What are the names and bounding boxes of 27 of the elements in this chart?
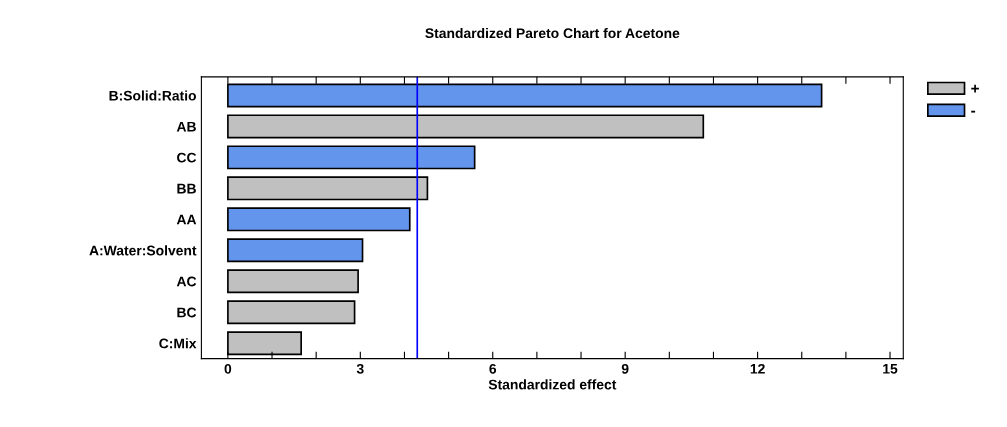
y-tick-label: BB (177, 183, 196, 194)
x-tick-label: 12 (750, 363, 765, 374)
bar (227, 300, 356, 325)
y-tick-label: AB (176, 121, 196, 132)
x-tick-label: 9 (621, 363, 629, 374)
bar (227, 269, 359, 294)
bar (227, 145, 476, 170)
y-tick-label: BC (177, 307, 197, 318)
chart-title: Standardized Pareto Chart for Acetone (425, 27, 680, 39)
bar (227, 114, 705, 139)
y-tick-label: CC (177, 152, 197, 163)
x-axis-title: Standardized effect (488, 379, 617, 390)
y-tick-label: A:Water:Solvent (89, 245, 197, 256)
y-tick-label: AC (176, 276, 197, 287)
bar (227, 176, 429, 201)
legend-label: + (971, 84, 979, 93)
bar (227, 331, 302, 356)
y-tick-label: C:Mix (159, 338, 197, 349)
legend-label: - (971, 110, 976, 113)
y-tick-label: B:Solid:Ratio (109, 90, 196, 101)
y-tick-label: AA (176, 214, 197, 225)
x-tick-label: 6 (489, 363, 497, 374)
bar (227, 207, 411, 232)
x-tick-label: 3 (356, 363, 364, 374)
bar (227, 238, 364, 263)
x-tick-label: 0 (224, 363, 232, 374)
x-tick-label: 15 (883, 364, 898, 374)
